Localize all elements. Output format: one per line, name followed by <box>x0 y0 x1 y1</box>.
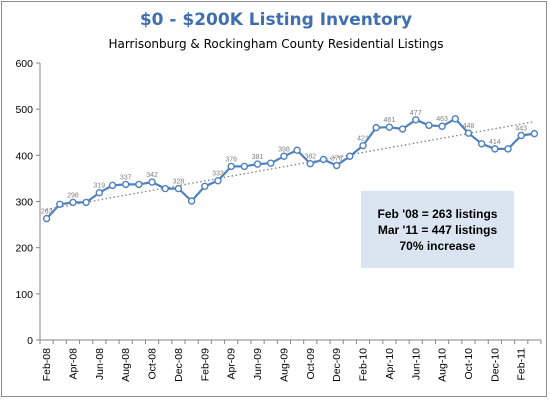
data-label: 463 <box>436 116 448 123</box>
x-tick-label: Apr-10 <box>384 348 396 380</box>
x-tick-label: Jun-09 <box>252 348 264 380</box>
y-tick-label: 300 <box>15 197 33 209</box>
data-label: 414 <box>489 139 501 146</box>
data-point <box>451 115 460 123</box>
data-label: 319 <box>93 183 105 190</box>
data-label: 448 <box>463 123 475 130</box>
data-point <box>240 162 249 171</box>
data-point <box>491 145 499 153</box>
data-label: 378 <box>331 155 343 162</box>
data-label: 342 <box>146 172 158 179</box>
data-label: 376 <box>225 156 237 163</box>
data-label: 382 <box>304 154 316 161</box>
data-point <box>253 160 262 168</box>
annotation-line-mar11: Mar '11 = 447 listings <box>377 223 498 237</box>
data-point <box>121 180 130 189</box>
data-point <box>346 152 354 160</box>
data-label: 398 <box>278 146 290 153</box>
annotation-line-increase: 70% increase <box>399 239 476 253</box>
data-point <box>69 198 77 207</box>
data-point <box>148 178 156 186</box>
data-point <box>135 180 143 189</box>
data-point <box>530 129 539 138</box>
x-tick-label: Apr-09 <box>226 348 238 380</box>
x-tick-label: Oct-08 <box>147 348 159 380</box>
data-label: 443 <box>515 125 527 132</box>
data-label: 328 <box>173 179 185 186</box>
x-tick-label: Jun-08 <box>94 348 106 380</box>
data-point <box>267 159 275 167</box>
x-tick-label: Oct-09 <box>305 348 317 380</box>
data-point <box>82 198 90 207</box>
y-tick-label: 0 <box>27 335 33 347</box>
data-point <box>412 116 420 124</box>
x-tick-label: Oct-10 <box>463 348 475 380</box>
data-point <box>42 214 51 223</box>
data-point <box>201 182 209 190</box>
data-point <box>187 197 196 205</box>
data-label: 333 <box>212 171 224 178</box>
data-point <box>372 123 380 132</box>
data-point <box>227 162 235 171</box>
chart-title: $0 - $200K Listing Inventory <box>139 10 413 30</box>
data-point <box>517 131 525 140</box>
data-label: 337 <box>120 174 132 181</box>
annotation-box: Feb '08 = 263 listings Mar '11 = 447 lis… <box>361 191 514 268</box>
x-tick-label: Apr-08 <box>67 348 79 380</box>
y-tick-label: 400 <box>15 150 33 162</box>
data-label: 381 <box>252 154 264 161</box>
x-tick-label: Dec-08 <box>173 348 185 382</box>
data-point <box>359 141 367 150</box>
data-point <box>425 121 433 130</box>
y-tick-label: 500 <box>15 104 33 116</box>
data-point <box>108 181 117 190</box>
data-point <box>174 184 183 193</box>
data-point <box>398 125 407 133</box>
data-label: 263 <box>41 209 53 216</box>
x-tick-label: Aug-10 <box>437 348 449 382</box>
data-point <box>385 123 394 131</box>
data-point <box>438 122 446 130</box>
data-label: 477 <box>410 110 422 117</box>
x-tick-label: Feb-11 <box>516 348 528 381</box>
data-point <box>95 189 104 197</box>
x-tick-label: Feb-10 <box>358 348 370 381</box>
y-tick-label: 600 <box>15 58 33 70</box>
data-label: 298 <box>67 192 79 199</box>
x-tick-label: Aug-08 <box>120 348 132 382</box>
x-tick-label: Dec-09 <box>331 348 343 382</box>
x-tick-label: Aug-09 <box>278 348 290 382</box>
data-point <box>280 152 288 160</box>
data-point <box>504 145 512 153</box>
data-point <box>161 184 169 193</box>
data-point <box>332 161 341 170</box>
data-point <box>319 155 328 164</box>
data-label: 421 <box>357 136 369 143</box>
data-point <box>293 146 301 154</box>
trendline <box>46 120 535 210</box>
data-label: 461 <box>384 117 396 124</box>
x-tick-label: Dec-10 <box>489 348 501 382</box>
chart-subtitle: Harrisonburg & Rockingham County Residen… <box>108 37 444 51</box>
data-point <box>214 177 222 185</box>
x-tick-label: Feb-08 <box>41 348 53 381</box>
y-tick-label: 200 <box>15 243 33 255</box>
y-tick-label: 100 <box>15 289 33 301</box>
data-point <box>477 140 486 148</box>
data-point <box>464 129 473 137</box>
data-point <box>306 159 314 168</box>
x-tick-label: Jun-10 <box>410 348 422 380</box>
x-tick-label: Feb-09 <box>199 348 211 381</box>
data-point <box>56 200 64 208</box>
annotation-line-feb08: Feb '08 = 263 listings <box>377 207 498 221</box>
